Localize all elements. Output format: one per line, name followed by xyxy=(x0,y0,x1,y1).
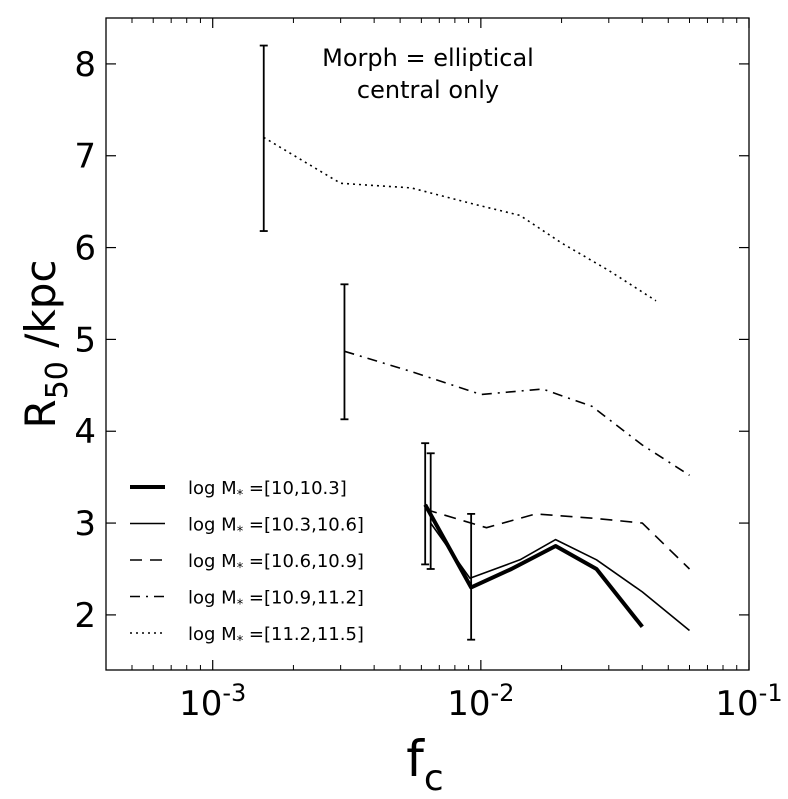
y-tick-label-3: 4 xyxy=(74,412,96,452)
y-tick-label-1: 2 xyxy=(74,596,96,636)
legend-label: log M* =[10.9,11.2] xyxy=(188,588,364,613)
series-line-4 xyxy=(344,350,690,476)
legend-label: log M* =[11.2,11.5] xyxy=(188,624,364,649)
legend: log M* =[10,10.3] log M* =[10.3,10.6] log … xyxy=(130,478,364,649)
y-tick-label-2: 3 xyxy=(74,504,96,544)
x-tick-label-3: 10-1 xyxy=(715,679,782,724)
y-tick-label-6: 7 xyxy=(74,137,96,177)
legend-label: log M* =[10.3,10.6] xyxy=(188,515,364,540)
legend-label: log M* =[10.6,10.9] xyxy=(188,551,364,576)
x-tick-label-2: 10-2 xyxy=(447,679,514,724)
errorbar-4 xyxy=(340,283,349,421)
annotation-line-2: central only xyxy=(357,76,499,104)
x-axis-label: fc xyxy=(406,730,443,799)
x-tick-label-1: 10-3 xyxy=(179,679,246,724)
y-axis-label: R50 /kpc xyxy=(16,260,75,429)
series-line-2 xyxy=(430,522,691,632)
legend-item-3: log M* =[10.6,10.9] xyxy=(130,551,364,576)
plot-frame xyxy=(105,17,750,671)
legend-item-2: log M* =[10.3,10.6] xyxy=(130,515,364,540)
y-tick-label-5: 6 xyxy=(74,229,96,269)
annotation-line-1: Morph = elliptical xyxy=(322,44,534,72)
series-line-3 xyxy=(424,508,691,570)
errorbar-1 xyxy=(421,442,430,566)
legend-label: log M* =[10,10.3] xyxy=(188,478,347,503)
series-line-5 xyxy=(263,136,657,302)
errorbar-3 xyxy=(467,512,476,641)
tick-group: 10-3 10-2 10-1 2 3 4 5 6 7 8 xyxy=(74,18,783,724)
legend-item-4: log M* =[10.9,11.2] xyxy=(130,588,364,613)
legend-item-5: log M* =[11.2,11.5] xyxy=(130,624,364,649)
y-tick-label-4: 5 xyxy=(74,320,96,360)
series-group xyxy=(263,136,691,632)
errorbar-group xyxy=(259,44,476,641)
errorbar-5 xyxy=(259,44,268,232)
series-line-1 xyxy=(423,503,644,629)
errorbar-2 xyxy=(426,452,435,570)
y-tick-label-7: 8 xyxy=(74,45,96,85)
legend-item-1: log M* =[10,10.3] xyxy=(130,478,347,503)
